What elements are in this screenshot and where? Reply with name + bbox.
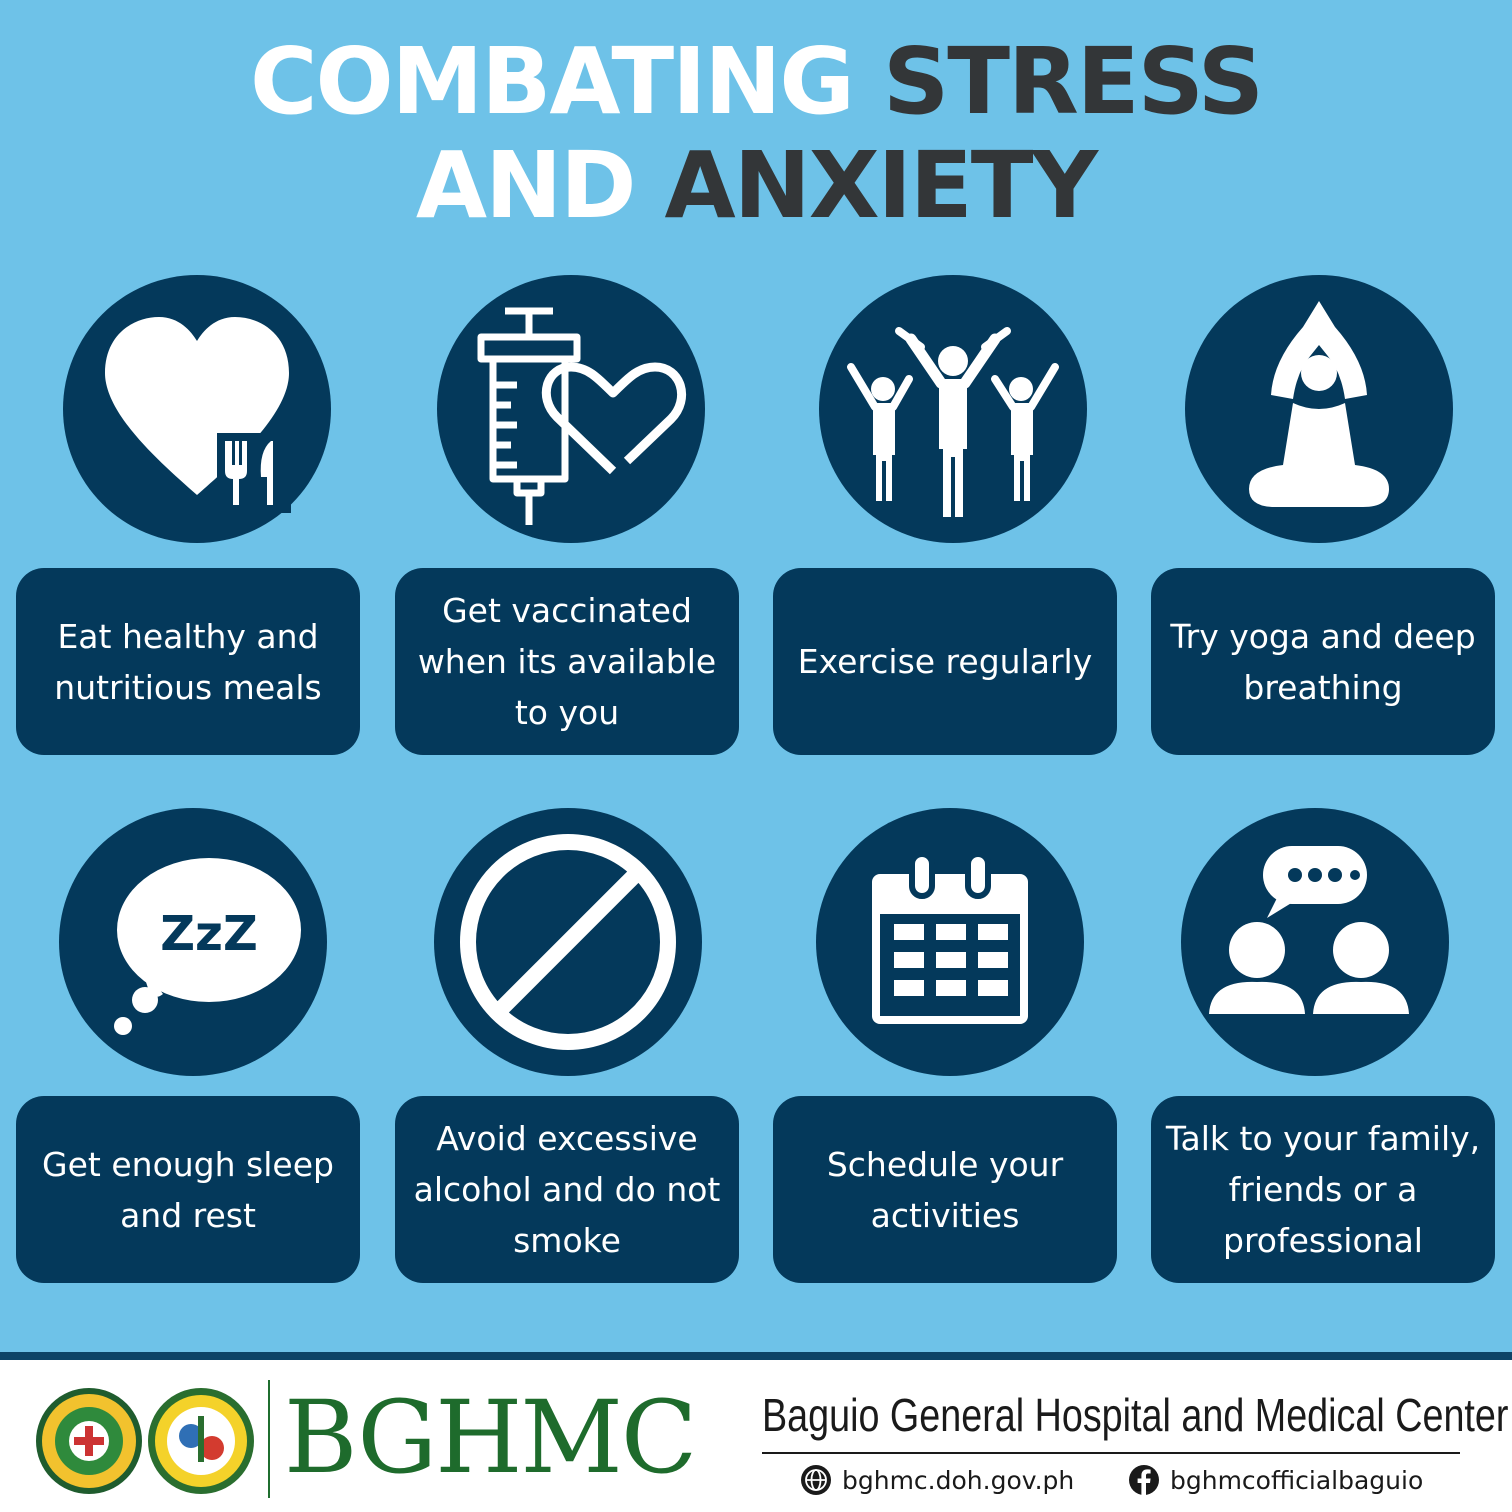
sleep-zzz-icon: ZzZ [114, 858, 301, 1035]
tip-card: Get vaccinated when its available to you [395, 568, 739, 755]
page-title: COMBATING STRESS AND ANXIETY [0, 30, 1512, 238]
doh-seal-logo [36, 1388, 142, 1494]
heart-with-utensils-icon [105, 317, 291, 513]
tip-icon-circle [63, 275, 331, 543]
tip-card: Avoid excessive alcohol and do not smoke [395, 1096, 739, 1283]
brand-logo-text: BGHMC [284, 1379, 697, 1496]
bghmc-seal-logo [148, 1388, 254, 1494]
tip-icon-circle [1181, 808, 1449, 1076]
prohibited-icon [460, 834, 676, 1050]
calendar-icon [872, 851, 1028, 1024]
globe-icon [801, 1465, 831, 1495]
hospital-name: Baguio General Hospital and Medical Cent… [762, 1389, 1509, 1441]
tip-icon-circle [434, 808, 702, 1076]
title-light-word: COMBATING [249, 28, 883, 135]
footer-divider [268, 1380, 270, 1498]
title-dark-word: STRESS [882, 28, 1264, 135]
yoga-pose-icon [1249, 301, 1389, 507]
facebook-contact[interactable]: bghmcofficialbaguio [1128, 1460, 1423, 1500]
svg-text:ZzZ: ZzZ [160, 906, 258, 962]
tip-card: Try yoga and deep breathing [1151, 568, 1495, 755]
tip-card: Talk to your family, friends or a profes… [1151, 1096, 1495, 1283]
tip-icon-circle [816, 808, 1084, 1076]
tip-icon-circle: ZzZ [59, 808, 327, 1076]
title-light-word: AND [415, 132, 665, 239]
footer: BGHMC Baguio General Hospital and Medica… [0, 1352, 1512, 1512]
facebook-icon [1129, 1465, 1159, 1495]
website-contact[interactable]: bghmc.doh.gov.ph [800, 1460, 1074, 1500]
syringe-heart-icon [477, 307, 686, 525]
people-talking-icon [1209, 846, 1409, 1014]
tip-icon-circle [437, 275, 705, 543]
tip-card: Exercise regularly [773, 568, 1117, 755]
title-line-2: AND ANXIETY [0, 134, 1512, 238]
tip-icon-circle [819, 275, 1087, 543]
tip-card: Schedule your activities [773, 1096, 1117, 1283]
facebook-link[interactable]: bghmcofficialbaguio [1170, 1465, 1424, 1495]
hospital-underline [762, 1452, 1460, 1454]
title-line-1: COMBATING STRESS [0, 30, 1512, 134]
people-exercising-icon [847, 327, 1059, 517]
tip-card: Eat healthy and nutritious meals [16, 568, 360, 755]
website-link[interactable]: bghmc.doh.gov.ph [842, 1465, 1075, 1495]
title-dark-word: ANXIETY [664, 132, 1099, 239]
tip-card: Get enough sleep and rest [16, 1096, 360, 1283]
tip-icon-circle [1185, 275, 1453, 543]
